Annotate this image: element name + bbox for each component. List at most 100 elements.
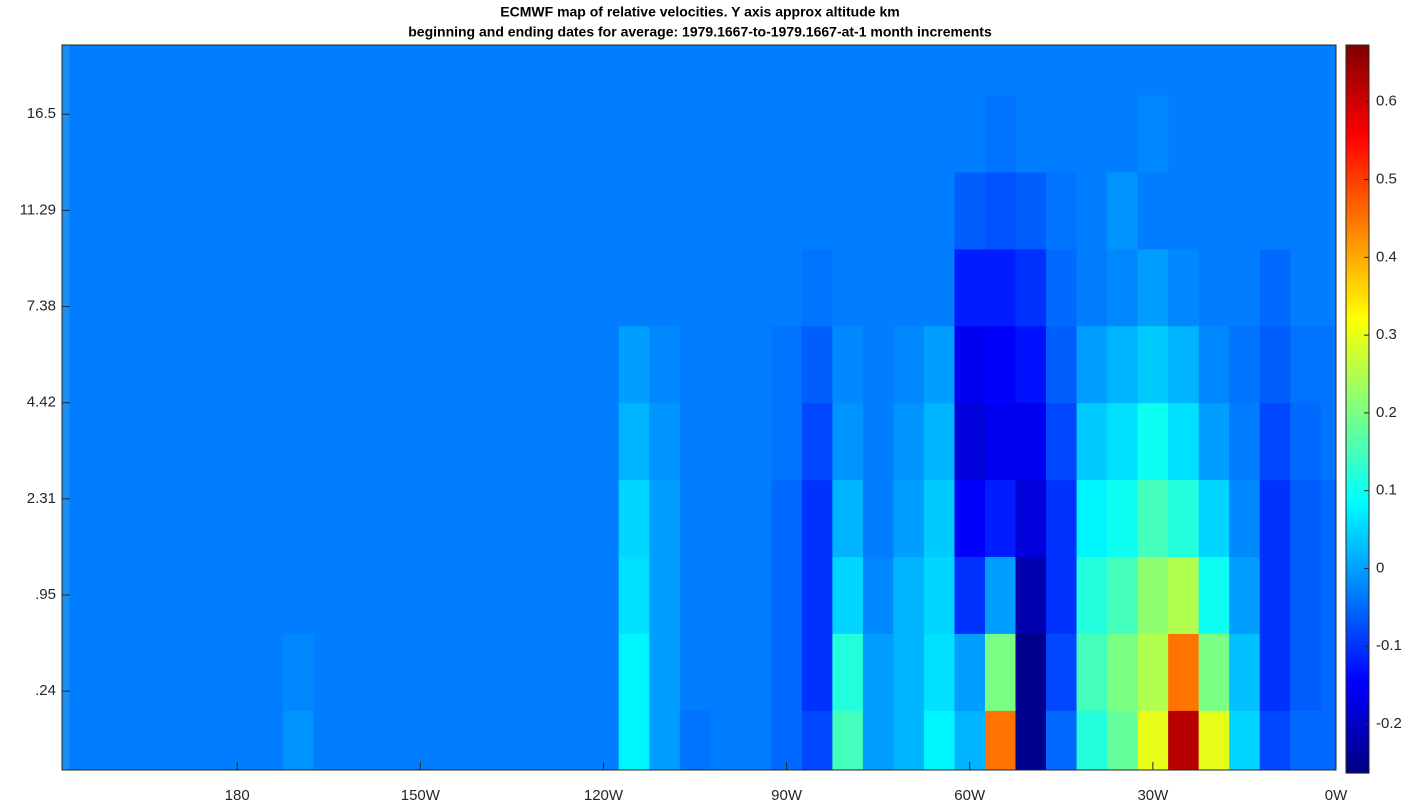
heat-cell (130, 710, 162, 770)
colorbar-tick-label: 0.1 (1376, 482, 1397, 499)
colorbar-step (1346, 309, 1369, 314)
colorbar-step (1346, 253, 1369, 258)
heat-cell (1046, 248, 1078, 327)
heat-cell (1046, 556, 1078, 634)
heat-cell (832, 633, 864, 711)
heat-cell (1076, 171, 1108, 250)
colorbar-step (1346, 689, 1369, 694)
heat-cell (923, 710, 955, 770)
colorbar-step (1346, 693, 1369, 698)
heat-cell (801, 402, 833, 481)
heat-cell (679, 45, 711, 96)
colorbar-tick-label: 0.5 (1376, 171, 1397, 188)
colorbar-step (1346, 613, 1369, 618)
heat-cell (1320, 633, 1336, 711)
heat-cell (771, 95, 803, 173)
colorbar-step (1346, 621, 1369, 626)
heat-cell (588, 633, 620, 711)
heat-cell (618, 710, 650, 770)
colorbar-step (1346, 461, 1369, 466)
heat-cell (527, 479, 559, 558)
heat-cell (710, 325, 742, 404)
colorbar-step (1346, 233, 1369, 238)
heat-cell (801, 633, 833, 711)
heat-cell (466, 556, 498, 634)
heat-cell (1137, 556, 1169, 634)
colorbar-step (1346, 365, 1369, 370)
y-tick-label: 4.42 (27, 394, 56, 411)
colorbar-step (1346, 149, 1369, 154)
heat-cell (710, 171, 742, 250)
heat-cell (1137, 633, 1169, 711)
heat-cell (1046, 479, 1078, 558)
heat-cell (405, 479, 437, 558)
colorbar-step (1346, 601, 1369, 606)
heat-cell (557, 325, 589, 404)
colorbar-step (1346, 521, 1369, 526)
colorbar-step (1346, 481, 1369, 486)
heat-cell (130, 479, 162, 558)
heat-cell (99, 710, 131, 770)
heat-cell (313, 402, 345, 481)
heat-cell (1320, 45, 1336, 96)
heat-cell (618, 45, 650, 96)
heat-cell (1198, 95, 1230, 173)
heat-cell (466, 325, 498, 404)
heat-cell (588, 325, 620, 404)
heat-cell (740, 45, 772, 96)
heat-cell (313, 633, 345, 711)
colorbar-step (1346, 733, 1369, 738)
heat-cell (1107, 633, 1139, 711)
y-tick-label: .95 (35, 586, 56, 603)
heat-cell (1046, 402, 1078, 481)
heat-cell (954, 402, 986, 481)
colorbar-step (1346, 433, 1369, 438)
heat-cell (69, 325, 101, 404)
heat-cell (435, 710, 467, 770)
colorbar-step (1346, 453, 1369, 458)
heat-cell (374, 633, 406, 711)
heat-cell (69, 633, 101, 711)
heat-cell (252, 248, 284, 327)
heat-cell (557, 479, 589, 558)
y-tick-label: .24 (35, 682, 56, 699)
heat-cell (862, 325, 894, 404)
heat-cell (801, 171, 833, 250)
heat-cell (1046, 325, 1078, 404)
heat-cell (496, 479, 528, 558)
colorbar-step (1346, 677, 1369, 682)
colorbar-step (1346, 489, 1369, 494)
heat-cell (893, 556, 925, 634)
colorbar-step (1346, 757, 1369, 762)
heat-cell (649, 402, 681, 481)
heat-cell (1168, 248, 1200, 327)
colorbar-step (1346, 765, 1369, 770)
heat-cell (954, 45, 986, 96)
heat-cell (1046, 710, 1078, 770)
plot-frame (61, 44, 1337, 771)
colorbar-step (1346, 589, 1369, 594)
heat-cell (984, 710, 1017, 770)
heat-cell (862, 95, 894, 173)
heat-cell (557, 633, 589, 711)
heat-cell (252, 402, 284, 481)
heat-cell (344, 171, 376, 250)
heat-cell (1198, 325, 1230, 404)
heat-cell (99, 633, 131, 711)
heat-cell (435, 633, 467, 711)
heat-cell (740, 171, 772, 250)
colorbar-step (1346, 145, 1369, 150)
heat-cell (1107, 248, 1139, 327)
heat-cell (771, 710, 803, 770)
heat-cell (1198, 633, 1230, 711)
colorbar-step (1346, 505, 1369, 510)
heat-cell (557, 402, 589, 481)
heat-cell (1229, 402, 1261, 481)
colorbar-tick-label: 0.2 (1376, 404, 1397, 421)
heat-cell (252, 95, 284, 173)
heat-cell (1229, 95, 1261, 173)
heat-cell (984, 171, 1017, 250)
heat-cell (893, 325, 925, 404)
heat-cell (893, 633, 925, 711)
heat-cell (618, 248, 650, 327)
